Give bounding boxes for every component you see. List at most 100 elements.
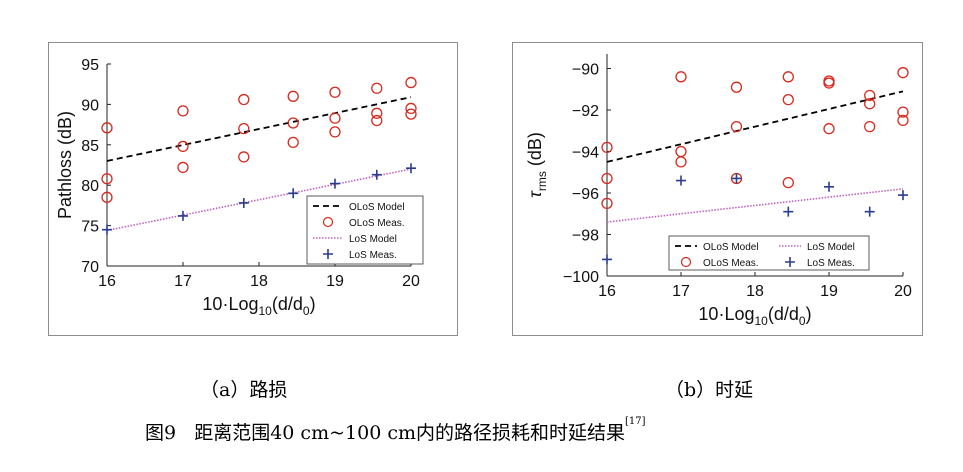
legend-los-meas-label: LoS Meas. bbox=[807, 258, 855, 269]
y-tick-label: 75 bbox=[81, 219, 99, 236]
figure-caption: 图9 距离范围40 cm~100 cm内的路径损耗和时延结果[17] bbox=[145, 416, 646, 445]
olos-meas-point bbox=[371, 114, 383, 127]
y-tick-label: 95 bbox=[81, 57, 99, 74]
y-tick-label: −92 bbox=[572, 103, 599, 120]
panel-a-caption: （a）路损 bbox=[200, 379, 288, 401]
y-tick-label: 70 bbox=[81, 259, 99, 276]
x-tick-label: 16 bbox=[598, 283, 616, 300]
x-tick-label: 18 bbox=[250, 273, 268, 290]
los-meas-point bbox=[238, 197, 249, 208]
chart-panel-delay: 16 17 18 19 20 −100 −98 −96 −94 −92 −90 10·Log10(d/… bbox=[512, 42, 923, 336]
olos-meas-point bbox=[675, 156, 687, 168]
los-meas-point bbox=[898, 190, 908, 201]
x-axis-label: 10·Log10(d/d0) bbox=[698, 304, 811, 328]
olos-meas-point bbox=[329, 126, 341, 138]
los-meas-point bbox=[783, 206, 794, 217]
olos-meas-point bbox=[405, 108, 417, 120]
legend-box bbox=[668, 235, 870, 271]
delay-chart: 16 17 18 19 20 −100 −98 −96 −94 −92 −90 10·Log10(d/… bbox=[525, 54, 912, 328]
legend-los-model-label: LoS Model bbox=[349, 234, 397, 245]
olos-meas-point bbox=[287, 117, 299, 129]
legend-box bbox=[306, 195, 424, 265]
olos-meas-point bbox=[782, 71, 794, 83]
legend-los-meas-swatch bbox=[785, 257, 795, 267]
y-tick-label: 85 bbox=[81, 138, 99, 155]
olos-meas-point bbox=[329, 112, 341, 124]
olos-meas-point bbox=[177, 140, 189, 153]
y-tick-label: −94 bbox=[572, 145, 599, 162]
olos-meas-point bbox=[101, 173, 113, 185]
x-axis-label: 10·Log10(d/d0) bbox=[202, 294, 315, 318]
olos-meas-point bbox=[238, 122, 250, 135]
los-meas-point bbox=[824, 181, 834, 192]
olos-meas-point bbox=[601, 141, 613, 154]
olos-meas-point bbox=[177, 105, 189, 117]
figure-caption-label: 图9 bbox=[145, 422, 177, 444]
olos-meas-point bbox=[405, 102, 417, 115]
panel-b-caption: （b）时延 bbox=[665, 379, 754, 401]
olos-meas-point bbox=[864, 89, 876, 102]
olos-meas-point bbox=[101, 122, 113, 134]
los-meas-point bbox=[371, 169, 382, 180]
los-meas-point bbox=[102, 224, 112, 235]
x-tick-label: 19 bbox=[820, 283, 838, 300]
olos-meas-point bbox=[405, 76, 417, 89]
x-tick-label: 16 bbox=[98, 273, 116, 290]
olos-meas-point bbox=[782, 93, 794, 106]
olos-meas-point bbox=[101, 191, 113, 203]
olos-meas-point bbox=[864, 120, 876, 133]
olos-meas-point bbox=[823, 77, 835, 89]
y-tick-label: 80 bbox=[81, 178, 99, 195]
legend-olos-meas-swatch bbox=[680, 256, 692, 268]
olos-meas-point bbox=[329, 86, 341, 98]
x-tick-label: 17 bbox=[672, 283, 690, 300]
los-model-line bbox=[606, 188, 904, 223]
figure-caption-ref: [17] bbox=[624, 416, 646, 427]
x-tick-label: 20 bbox=[402, 273, 420, 290]
y-axis-label: Pathloss (dB) bbox=[55, 111, 75, 219]
legend-olos-meas-label: OLoS Meas. bbox=[349, 218, 405, 229]
olos-meas-point bbox=[864, 98, 876, 110]
olos-meas-point bbox=[730, 120, 743, 133]
x-tick-label: 18 bbox=[746, 283, 764, 300]
olos-meas-point bbox=[897, 114, 909, 127]
olos-meas-point bbox=[675, 145, 687, 158]
los-meas-point bbox=[406, 163, 416, 174]
y-tick-label: −90 bbox=[572, 62, 599, 79]
olos-meas-point bbox=[897, 67, 909, 79]
olos-meas-point bbox=[730, 81, 743, 93]
legend-olos-model-label: OLoS Model bbox=[703, 242, 759, 253]
olos-meas-point bbox=[238, 93, 250, 106]
olos-meas-point bbox=[371, 107, 383, 119]
olos-model-line bbox=[606, 90, 904, 163]
olos-meas-point bbox=[675, 71, 687, 83]
olos-meas-point bbox=[287, 90, 299, 102]
los-meas-point bbox=[602, 254, 612, 265]
y-tick-label: −96 bbox=[572, 186, 599, 203]
figure-caption-text: 距离范围40 cm~100 cm内的路径损耗和时延结果 bbox=[194, 422, 625, 444]
y-axis-label: τrms (dB) bbox=[525, 132, 549, 198]
los-meas-point bbox=[330, 178, 340, 189]
legend-los-meas-swatch bbox=[323, 249, 333, 259]
olos-meas-point bbox=[601, 197, 613, 210]
olos-meas-point bbox=[897, 106, 909, 118]
los-meas-point bbox=[676, 175, 686, 186]
olos-meas-point bbox=[371, 82, 383, 94]
legend-olos-meas-label: OLoS Meas. bbox=[703, 258, 759, 269]
legend-los-model-label: LoS Model bbox=[807, 242, 855, 253]
x-tick-label: 20 bbox=[894, 283, 912, 300]
olos-meas-point bbox=[238, 151, 250, 163]
y-tick-label: 90 bbox=[81, 97, 99, 114]
olos-meas-point bbox=[287, 136, 299, 149]
olos-meas-point bbox=[782, 176, 794, 189]
olos-meas-point bbox=[601, 172, 613, 185]
legend-olos-model-label: OLoS Model bbox=[349, 202, 405, 213]
olos-model-line bbox=[106, 96, 412, 162]
legend-los-meas-label: LoS Meas. bbox=[349, 250, 397, 261]
los-meas-point bbox=[288, 188, 299, 199]
pathloss-chart: 16 17 18 19 20 70 75 80 85 90 95 10·Log10(d/d0) Path… bbox=[55, 57, 424, 318]
legend-olos-meas-swatch bbox=[322, 216, 334, 228]
olos-meas-point bbox=[823, 123, 835, 135]
x-tick-label: 19 bbox=[326, 273, 344, 290]
